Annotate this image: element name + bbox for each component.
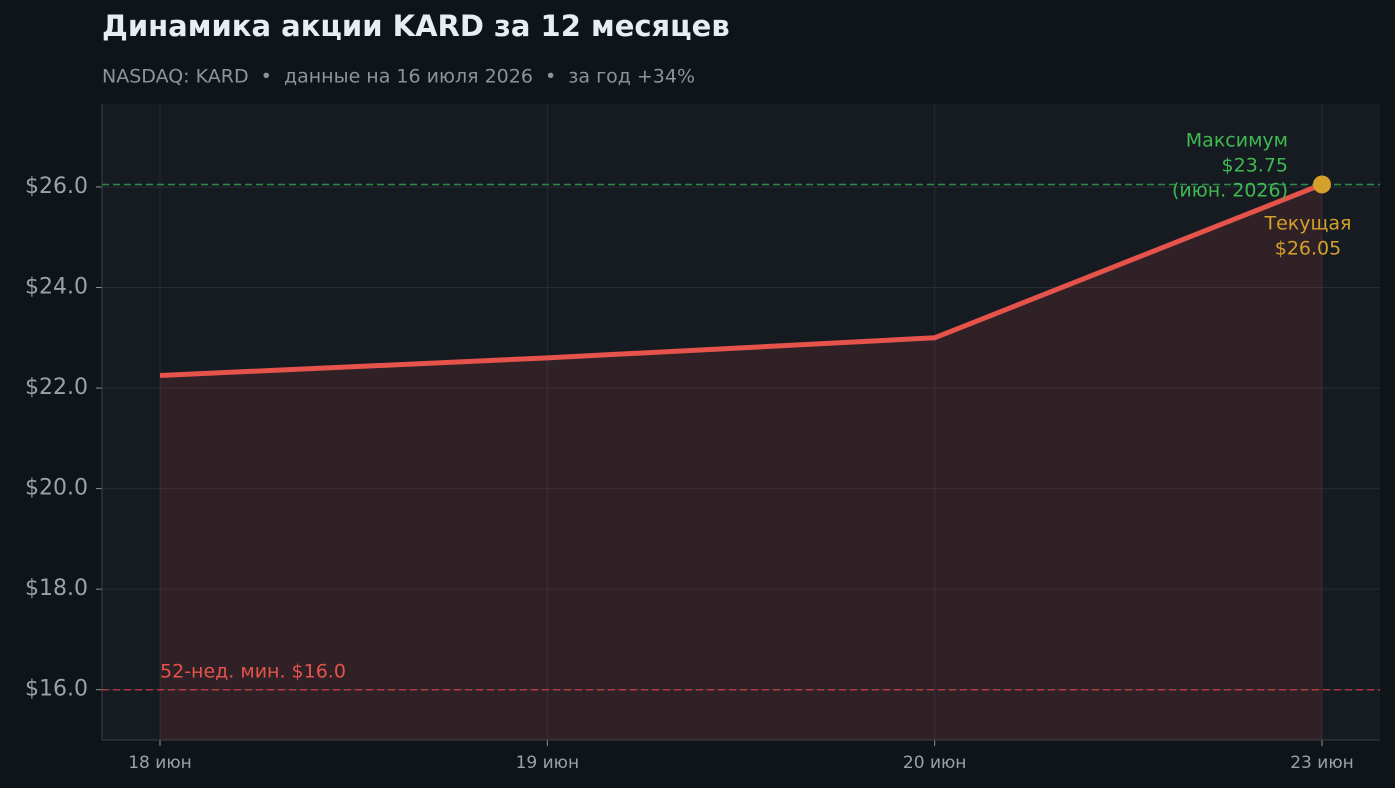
y-tick-label: $26.0 (25, 174, 88, 199)
chart-subtitle: NASDAQ: KARD • данные на 16 июля 2026 • … (102, 66, 695, 88)
area (160, 184, 1322, 740)
annotation: $26.05 (1275, 238, 1341, 260)
chart-title: Динамика акции KARD за 12 месяцев (102, 9, 730, 43)
annotation: Текущая (1264, 213, 1352, 235)
y-tick-label: $20.0 (25, 476, 88, 501)
annotation: Максимум (1186, 130, 1288, 152)
current-marker (1313, 175, 1331, 194)
y-tick-label: $18.0 (25, 576, 88, 601)
annotation: 52-нед. мин. $16.0 (160, 661, 346, 683)
x-tick-label: 18 июн (128, 753, 192, 773)
x-tick-label: 19 июн (516, 753, 580, 773)
y-tick-label: $24.0 (25, 275, 88, 300)
x-tick-label: 23 июн (1290, 753, 1354, 773)
line (159, 182, 1323, 378)
annotation: (июн. 2026) (1172, 180, 1288, 202)
plot-area (102, 104, 1380, 740)
y-tick-label: $16.0 (25, 677, 88, 702)
x-tick-label: 20 июн (903, 753, 967, 773)
annotation: $23.75 (1222, 155, 1288, 177)
y-tick-label: $22.0 (25, 375, 88, 400)
